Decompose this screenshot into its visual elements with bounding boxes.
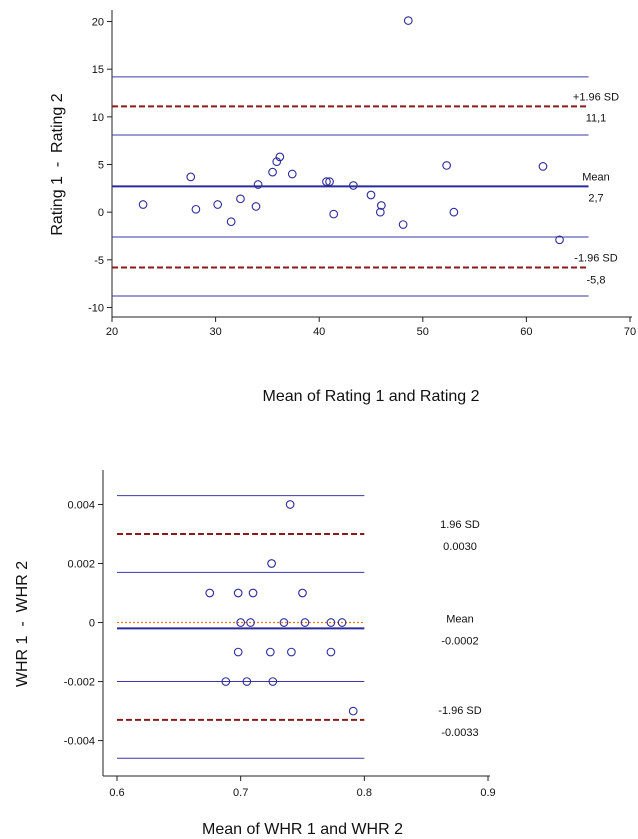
data-point	[329, 209, 339, 219]
data-point	[322, 177, 331, 187]
x-tick-label: 0.7	[233, 787, 248, 799]
data-point	[538, 162, 548, 171]
data-point	[248, 588, 258, 598]
data-point	[287, 647, 296, 657]
data-point	[449, 207, 459, 217]
x-tick-label: 20	[106, 326, 118, 338]
mean-name: Mean	[582, 171, 610, 183]
x-tick-label: 50	[417, 326, 429, 338]
data-point	[275, 152, 285, 162]
data-point	[272, 157, 282, 166]
data-point	[337, 618, 347, 627]
y-tick-label: -5	[94, 255, 104, 267]
y-tick-label: 0.004	[67, 499, 95, 511]
y-tick-label: 15	[92, 64, 104, 76]
data-point	[377, 201, 386, 210]
data-point	[253, 180, 263, 189]
data-point	[236, 194, 245, 204]
y-tick-label: 0	[98, 207, 104, 219]
mean-value: -0.0002	[441, 635, 478, 647]
data-point	[236, 618, 246, 627]
upper-limit-value: 0.0030	[443, 541, 477, 553]
rating-bland-altman-chart: -10 -5 0 5 10 15 20 20 30 40 50 60 70 +1.96 SD 11,1 Mea…	[49, 10, 636, 405]
y-tick-label: -0.004	[64, 736, 95, 748]
data-point	[251, 202, 261, 211]
data-point	[287, 169, 297, 179]
data-point	[267, 559, 276, 568]
y-axis-title: WHR 1 - WHR 2	[14, 561, 31, 687]
lower-limit-name: -1.96 SD	[574, 252, 617, 264]
data-point	[403, 16, 413, 25]
x-axis-title: Mean of WHR 1 and WHR 2	[202, 821, 403, 838]
data-point	[285, 500, 295, 509]
data-point	[268, 677, 278, 686]
upper-limit-value: 11,1	[586, 112, 607, 124]
data-point	[233, 588, 243, 598]
mean-value: 2,7	[588, 192, 603, 204]
upper-limit-name: 1.96 SD	[440, 519, 480, 531]
upper-limit-name: +1.96 SD	[573, 91, 619, 103]
lower-limit-name: -1.96 SD	[438, 705, 481, 717]
data-point	[300, 618, 310, 627]
x-tick-label: 70	[624, 326, 636, 338]
data-point	[326, 618, 336, 627]
data-point	[213, 200, 223, 209]
data-point	[298, 588, 307, 598]
data-point	[375, 207, 385, 217]
data-point	[442, 161, 451, 170]
data-point	[326, 647, 336, 657]
data-point	[555, 235, 564, 245]
y-tick-label: 0	[89, 618, 95, 630]
data-point	[325, 177, 334, 187]
x-tick-label: 40	[313, 326, 325, 338]
data-point	[226, 217, 236, 227]
data-point	[265, 647, 275, 657]
data-point	[268, 167, 277, 177]
y-tick-label: -10	[88, 302, 104, 314]
y-tick-label: 10	[92, 112, 104, 124]
data-point	[246, 618, 255, 627]
x-tick-label: 30	[209, 326, 221, 338]
x-tick-label: 0.8	[357, 787, 372, 799]
mean-name: Mean	[446, 613, 474, 625]
data-point	[366, 190, 376, 200]
whr-bland-altman-chart: -0.004 -0.002 0 0.002 0.004 0.6 0.7 0.8 0.9 1.96 …	[14, 470, 496, 838]
y-tick-label: 0.002	[67, 558, 95, 570]
data-point	[221, 677, 231, 686]
y-tick-label: 20	[92, 17, 104, 29]
x-tick-label: 0.9	[480, 787, 495, 799]
lower-limit-value: -0.0033	[441, 727, 478, 739]
data-point	[233, 647, 243, 657]
data-point	[242, 677, 252, 686]
data-point	[205, 588, 215, 598]
data-point	[191, 204, 201, 214]
data-point	[349, 181, 358, 190]
lower-limit-value: -5,8	[587, 274, 606, 286]
data-point	[348, 706, 358, 716]
x-axis-title: Mean of Rating 1 and Rating 2	[262, 388, 479, 405]
data-point	[186, 172, 196, 182]
y-axis-title: Rating 1 - Rating 2	[49, 93, 66, 235]
data-point	[398, 220, 408, 229]
x-tick-label: 0.6	[109, 787, 124, 799]
y-tick-label: 5	[98, 160, 104, 172]
data-point	[138, 200, 148, 209]
x-tick-label: 60	[520, 326, 532, 338]
y-tick-label: -0.002	[64, 677, 95, 689]
data-point	[279, 618, 289, 627]
